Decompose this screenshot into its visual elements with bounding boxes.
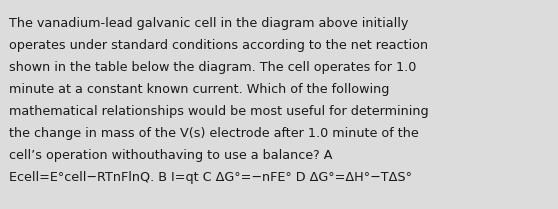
Text: minute at a constant known current. Which of the following: minute at a constant known current. Whic… — [9, 83, 389, 96]
Text: cell’s operation withouthaving to use a balance? A: cell’s operation withouthaving to use a … — [9, 149, 333, 162]
Text: the change in mass of the V(s) electrode after 1.0 minute of the: the change in mass of the V(s) electrode… — [9, 127, 418, 140]
Text: operates under standard conditions according to the net reaction: operates under standard conditions accor… — [9, 39, 428, 52]
Text: mathematical relationships would be most useful for determining: mathematical relationships would be most… — [9, 105, 429, 118]
Text: Ecell=E°cell−RTnFlnQ. B I=qt C ΔG°=−nFE° D ΔG°=ΔH°−TΔS°: Ecell=E°cell−RTnFlnQ. B I=qt C ΔG°=−nFE°… — [9, 171, 412, 184]
Text: shown in the table below the diagram. The cell operates for 1.0: shown in the table below the diagram. Th… — [9, 61, 416, 74]
Text: The vanadium-lead galvanic cell in the diagram above initially: The vanadium-lead galvanic cell in the d… — [9, 17, 408, 30]
